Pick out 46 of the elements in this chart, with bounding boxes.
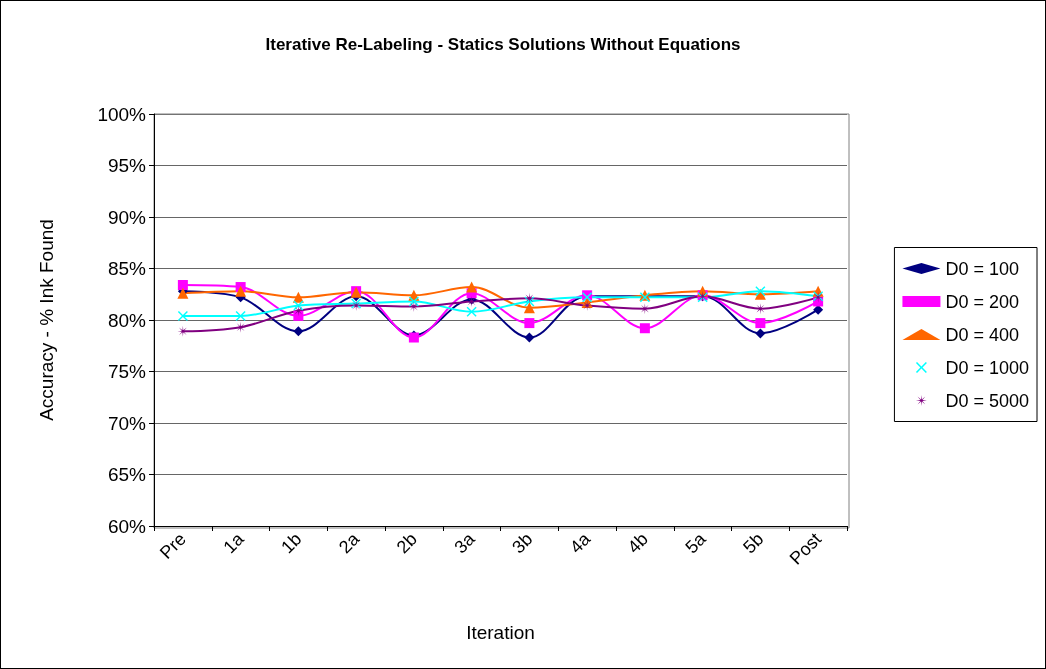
x-tick-label: 4a bbox=[565, 528, 595, 558]
y-tick-label: 90% bbox=[107, 206, 147, 228]
point bbox=[755, 328, 766, 339]
x-tick-label: 5b bbox=[739, 528, 768, 558]
legend-label: D0 = 1000 bbox=[945, 357, 1030, 378]
point bbox=[523, 302, 535, 314]
chart-title: Iterative Re-Labeling - Statics Solutions Without Equations bbox=[265, 35, 741, 54]
point bbox=[524, 318, 535, 329]
point bbox=[235, 285, 247, 297]
x-tick-label: 5a bbox=[681, 528, 710, 558]
legend-label: D0 = 200 bbox=[945, 291, 1019, 312]
y-tick-label: 95% bbox=[107, 155, 147, 176]
point bbox=[524, 332, 535, 343]
x-tick-label: 2a bbox=[334, 528, 364, 558]
y-tick-label: 75% bbox=[107, 361, 147, 382]
x-tick-label: 3a bbox=[450, 528, 479, 558]
point bbox=[755, 318, 766, 329]
point bbox=[639, 323, 650, 334]
y-tick-label: 60% bbox=[107, 515, 147, 537]
point bbox=[466, 306, 477, 317]
x-tick-label: 3b bbox=[508, 528, 537, 558]
y-axis-title: Accuracy - % Ink Found bbox=[36, 219, 57, 421]
y-tick-label: 85% bbox=[107, 258, 147, 279]
y-tick-label: 70% bbox=[107, 412, 147, 434]
point bbox=[235, 310, 246, 321]
x-axis-title: Iteration bbox=[466, 622, 535, 643]
legend-label: D0 = 5000 bbox=[945, 390, 1030, 411]
x-tick-label: 2b bbox=[392, 528, 421, 558]
x-tick-label: 1a bbox=[219, 528, 248, 558]
y-tick-label: 65% bbox=[107, 464, 147, 485]
point bbox=[177, 279, 188, 290]
point bbox=[235, 321, 247, 333]
point bbox=[293, 300, 304, 311]
y-tick-label: 80% bbox=[107, 309, 147, 331]
point bbox=[466, 281, 478, 293]
legend-label: D0 = 100 bbox=[945, 258, 1019, 279]
point bbox=[177, 310, 188, 321]
point bbox=[292, 305, 304, 317]
point bbox=[293, 310, 304, 321]
x-tick-label: 1b bbox=[277, 528, 306, 558]
x-tick-label: 4b bbox=[623, 528, 652, 558]
point bbox=[408, 296, 419, 307]
x-tick-label: Pre bbox=[156, 528, 190, 563]
point bbox=[293, 326, 304, 337]
legend-label: D0 = 400 bbox=[945, 324, 1019, 345]
y-tick-label: 100% bbox=[97, 103, 147, 125]
